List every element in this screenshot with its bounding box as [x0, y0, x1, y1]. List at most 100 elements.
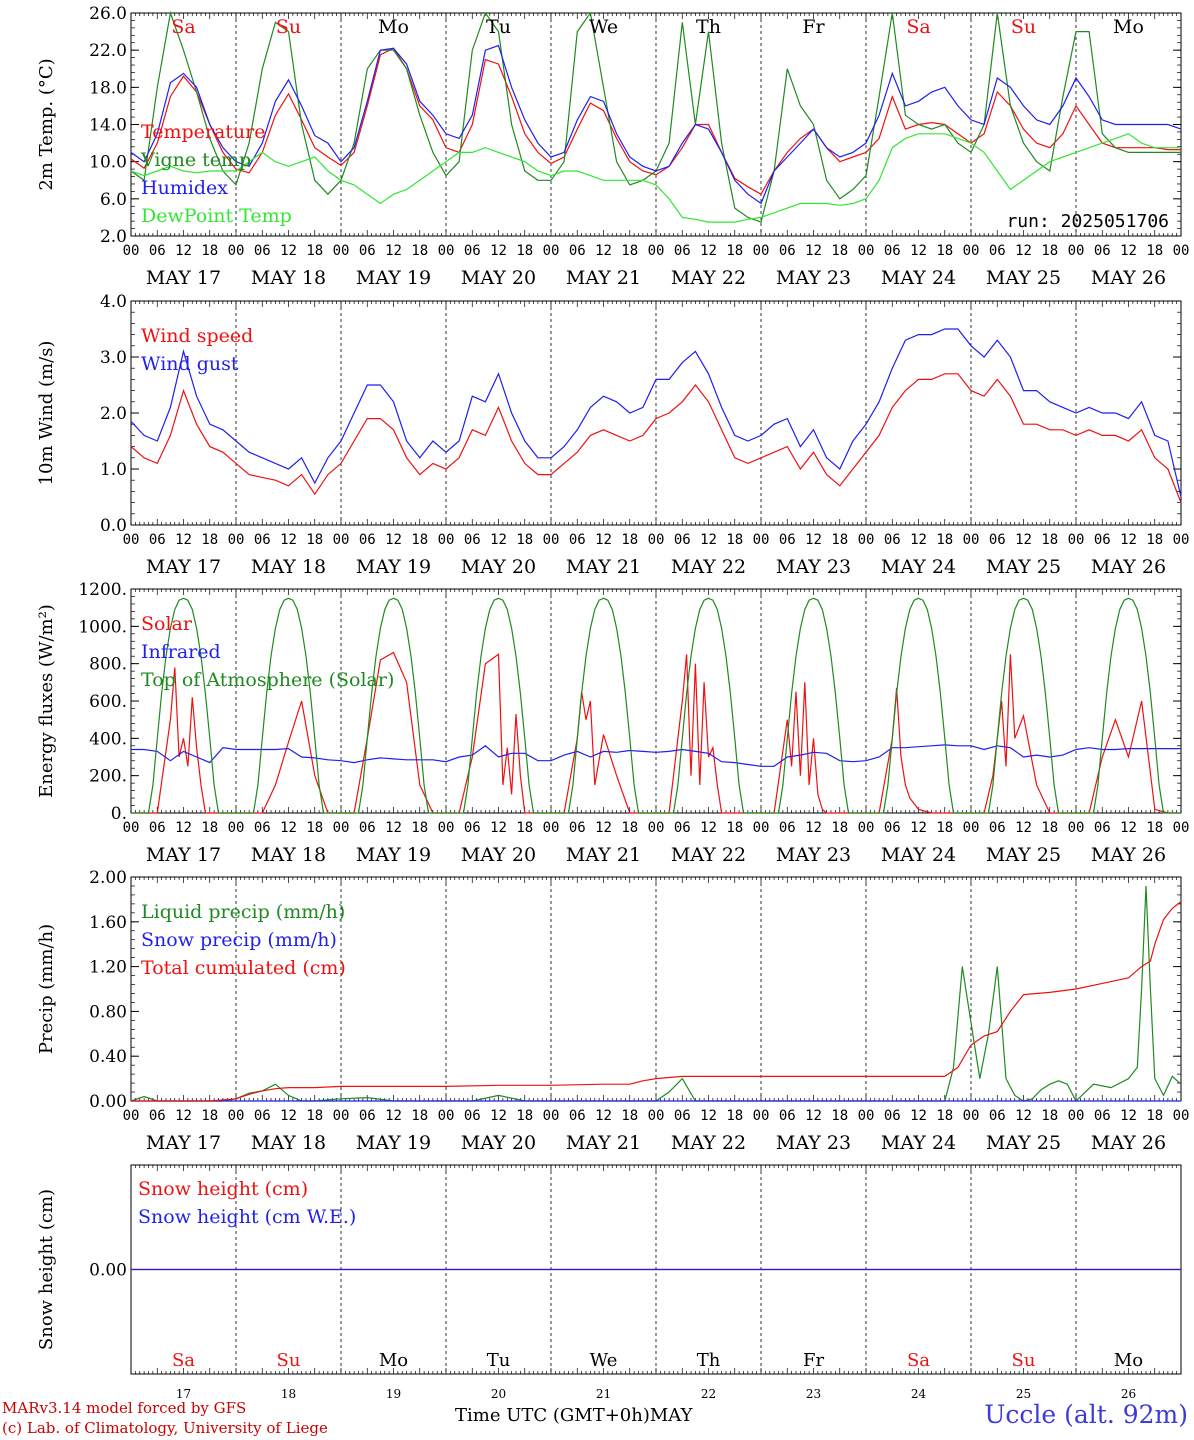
hour-tick-label: 06 — [359, 243, 376, 259]
hour-tick-label: 00 — [228, 243, 245, 259]
series-line-dewpoint-temp — [130, 133, 1181, 223]
hour-tick-label: 00 — [1068, 532, 1085, 548]
hour-tick-label: 00 — [333, 532, 350, 548]
hour-tick-label: 12 — [700, 820, 717, 836]
y-tick-label: 6.0 — [100, 190, 127, 210]
panel-frame — [130, 300, 1182, 526]
hour-tick-label: 06 — [884, 1108, 901, 1124]
hour-tick-label: 06 — [1094, 243, 1111, 259]
hour-tick-label: 12 — [385, 532, 402, 548]
hour-tick-label: 18 — [1041, 1108, 1058, 1124]
hour-tick-label: 18 — [831, 243, 848, 259]
legend-entry: Humidex — [141, 177, 228, 199]
date-label: MAY 19 — [356, 844, 431, 866]
hour-tick-label: 18 — [726, 1108, 743, 1124]
date-label: MAY 19 — [356, 1132, 431, 1154]
hour-tick-label: 06 — [359, 532, 376, 548]
hour-tick-label: 06 — [464, 532, 481, 548]
y-axis-label: 10m Wind (m/s) — [36, 341, 57, 486]
hour-tick-label: 06 — [674, 243, 691, 259]
y-tick-label: 800. — [89, 655, 127, 675]
y-tick-label: 4.0 — [100, 292, 127, 312]
y-tick-label: 600. — [89, 692, 127, 712]
legend-entry: Infrared — [141, 641, 221, 663]
hour-tick-label: 12 — [1120, 532, 1137, 548]
hour-tick-label: 00 — [228, 820, 245, 836]
hour-tick-label: 00 — [648, 532, 665, 548]
date-label: MAY 18 — [251, 1132, 326, 1154]
date-label: MAY 18 — [251, 844, 326, 866]
series-line-top-of-atmosphere-solar- — [131, 597, 1181, 814]
y-tick-label: 0.00 — [89, 1092, 127, 1112]
y-tick-label: 10.0 — [89, 153, 127, 173]
hour-tick-label: 18 — [936, 820, 953, 836]
panel-frame — [130, 12, 1182, 237]
hour-tick-label: 18 — [621, 1108, 638, 1124]
hour-tick-label: 00 — [438, 820, 455, 836]
legend-entry: Total cumulated (cm) — [141, 957, 346, 979]
time-axis-text: Time UTC (GMT+0h) — [455, 1405, 650, 1426]
hour-tick-label: 00 — [858, 243, 875, 259]
hour-tick-label: 00 — [1068, 820, 1085, 836]
weekday-label-bottom: Su — [277, 1350, 301, 1371]
legend-entry: Liquid precip (mm/h) — [141, 901, 345, 923]
hour-tick-label: 18 — [1146, 1108, 1163, 1124]
hour-tick-label: 00 — [543, 532, 560, 548]
date-label: MAY 18 — [251, 267, 326, 289]
hour-tick-label: 06 — [569, 532, 586, 548]
date-label: MAY 17 — [146, 556, 221, 578]
legend-entry: Wind gust — [141, 353, 239, 375]
hour-tick-label: 06 — [989, 820, 1006, 836]
hour-tick-label: 12 — [1015, 243, 1032, 259]
weekday-label-bottom: Fr — [803, 1350, 824, 1371]
date-label: MAY 25 — [986, 1132, 1061, 1154]
y-axis-label: Precip (mm/h) — [36, 924, 57, 1054]
hour-tick-label: 18 — [411, 820, 428, 836]
date-label: MAY 26 — [1091, 1132, 1166, 1154]
hour-tick-label: 12 — [175, 532, 192, 548]
hour-tick-label: 12 — [910, 1108, 927, 1124]
y-tick-label: 1.20 — [89, 958, 127, 978]
time-axis-label: Time UTC (GMT+0h)MAY — [455, 1405, 692, 1426]
hour-tick-label: 00 — [963, 532, 980, 548]
hour-tick-label: 12 — [385, 1108, 402, 1124]
hour-tick-label: 12 — [1015, 820, 1032, 836]
hour-tick-label: 12 — [175, 243, 192, 259]
y-tick-label: 0.0 — [100, 516, 127, 536]
panel-frame — [130, 588, 1182, 814]
hour-tick-label: 18 — [621, 243, 638, 259]
day-number-label: 24 — [911, 1387, 927, 1401]
hour-tick-label: 18 — [411, 243, 428, 259]
hour-tick-label: 12 — [280, 820, 297, 836]
legend-entry: Wind speed — [141, 325, 253, 347]
hour-tick-label: 12 — [490, 1108, 507, 1124]
hour-tick-label: 00 — [963, 820, 980, 836]
y-tick-label: 18.0 — [89, 78, 127, 98]
hour-tick-label: 06 — [359, 820, 376, 836]
date-label: MAY 24 — [881, 844, 956, 866]
hour-tick-label: 00 — [333, 820, 350, 836]
hour-tick-label: 00 — [963, 243, 980, 259]
model-credit-line1: MARv3.14 model forced by GFS — [2, 1399, 247, 1417]
hour-tick-label: 12 — [805, 243, 822, 259]
hour-tick-label: 06 — [989, 1108, 1006, 1124]
series-line-solar — [131, 651, 1181, 814]
hour-tick-label: 18 — [726, 243, 743, 259]
date-label: MAY 20 — [461, 556, 536, 578]
hour-tick-label: 00 — [123, 532, 140, 548]
hour-tick-label: 06 — [149, 243, 166, 259]
day-number-label: 21 — [596, 1387, 611, 1401]
weekday-label-top: We — [589, 16, 618, 38]
date-label: MAY 23 — [776, 267, 851, 289]
date-label: MAY 25 — [986, 267, 1061, 289]
hour-tick-label: 18 — [726, 820, 743, 836]
y-tick-label: 14.0 — [89, 116, 127, 136]
hour-tick-label: 18 — [1041, 820, 1058, 836]
hour-tick-label: 06 — [674, 1108, 691, 1124]
y-axis-label: Energy fluxes (W/m²) — [36, 604, 57, 798]
weekday-label-top: Su — [276, 16, 301, 38]
hour-tick-label: 06 — [254, 1108, 271, 1124]
hour-tick-label: 18 — [201, 820, 218, 836]
date-label: MAY 23 — [776, 1132, 851, 1154]
date-label: MAY 24 — [881, 1132, 956, 1154]
